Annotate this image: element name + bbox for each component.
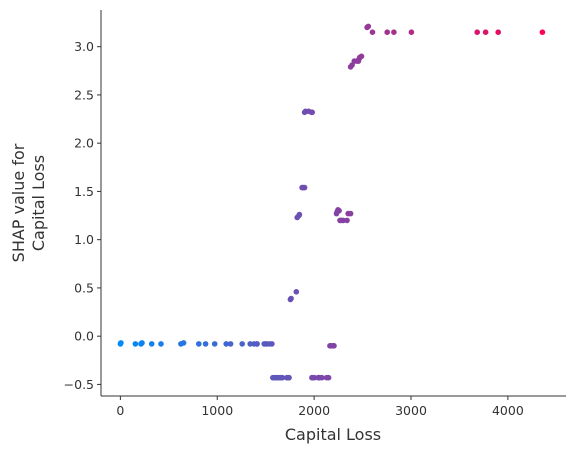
data-point — [239, 341, 245, 347]
data-point — [309, 109, 316, 116]
x-tick-label: 0 — [116, 403, 124, 418]
data-point — [344, 217, 350, 224]
data-point — [139, 340, 145, 346]
data-point — [158, 341, 164, 347]
data-point — [495, 29, 502, 35]
data-point — [196, 341, 202, 347]
y-tick-label: 1.5 — [74, 184, 94, 199]
data-point — [311, 374, 318, 381]
data-point — [319, 374, 325, 381]
data-point — [286, 374, 292, 381]
y-axis-label-line-1: SHAP value for — [9, 143, 28, 262]
data-point — [202, 341, 209, 347]
y-axis-ticks: −0.5 0.0 0.5 1.0 1.5 2.0 2.5 3.0 — [64, 39, 101, 392]
x-tick-label: 4000 — [492, 403, 524, 418]
data-point — [269, 341, 275, 347]
data-point — [293, 289, 300, 295]
data-point — [279, 374, 286, 381]
data-point — [384, 29, 391, 35]
data-point — [365, 23, 372, 30]
data-point — [254, 341, 260, 347]
x-tick-label: 3000 — [395, 403, 427, 418]
data-point — [336, 207, 342, 214]
data-point — [132, 341, 139, 347]
y-tick-label: 3.0 — [74, 39, 94, 54]
y-tick-label: 1.0 — [74, 232, 94, 247]
data-point — [539, 29, 546, 35]
y-tick-label: 2.5 — [74, 87, 94, 102]
data-point — [482, 29, 489, 35]
data-point — [211, 341, 218, 347]
y-tick-label: 0.5 — [74, 280, 94, 295]
data-point — [247, 341, 253, 347]
data-point — [118, 340, 124, 346]
data-point — [347, 210, 354, 217]
y-tick-label: 2.0 — [74, 136, 94, 151]
x-tick-label: 2000 — [298, 403, 330, 418]
y-tick-label: 0.0 — [74, 329, 94, 344]
data-point — [223, 341, 229, 347]
data-point — [180, 340, 187, 346]
x-axis-label: Capital Loss — [285, 425, 381, 444]
y-axis-label-line-2: Capital Loss — [29, 155, 48, 251]
x-tick-label: 1000 — [201, 403, 233, 418]
data-points — [117, 23, 546, 381]
data-point — [391, 29, 397, 35]
data-point — [325, 374, 332, 381]
data-point — [474, 29, 481, 35]
y-tick-label: −0.5 — [64, 377, 94, 392]
data-point — [331, 343, 337, 349]
data-point — [301, 184, 308, 191]
data-point — [227, 341, 234, 347]
data-point — [288, 295, 294, 302]
data-point — [408, 29, 415, 35]
x-axis-ticks: 0 1000 2000 3000 4000 — [116, 396, 524, 418]
data-point — [148, 341, 155, 347]
data-point — [358, 53, 365, 60]
data-point — [369, 29, 376, 35]
data-point — [296, 211, 303, 218]
